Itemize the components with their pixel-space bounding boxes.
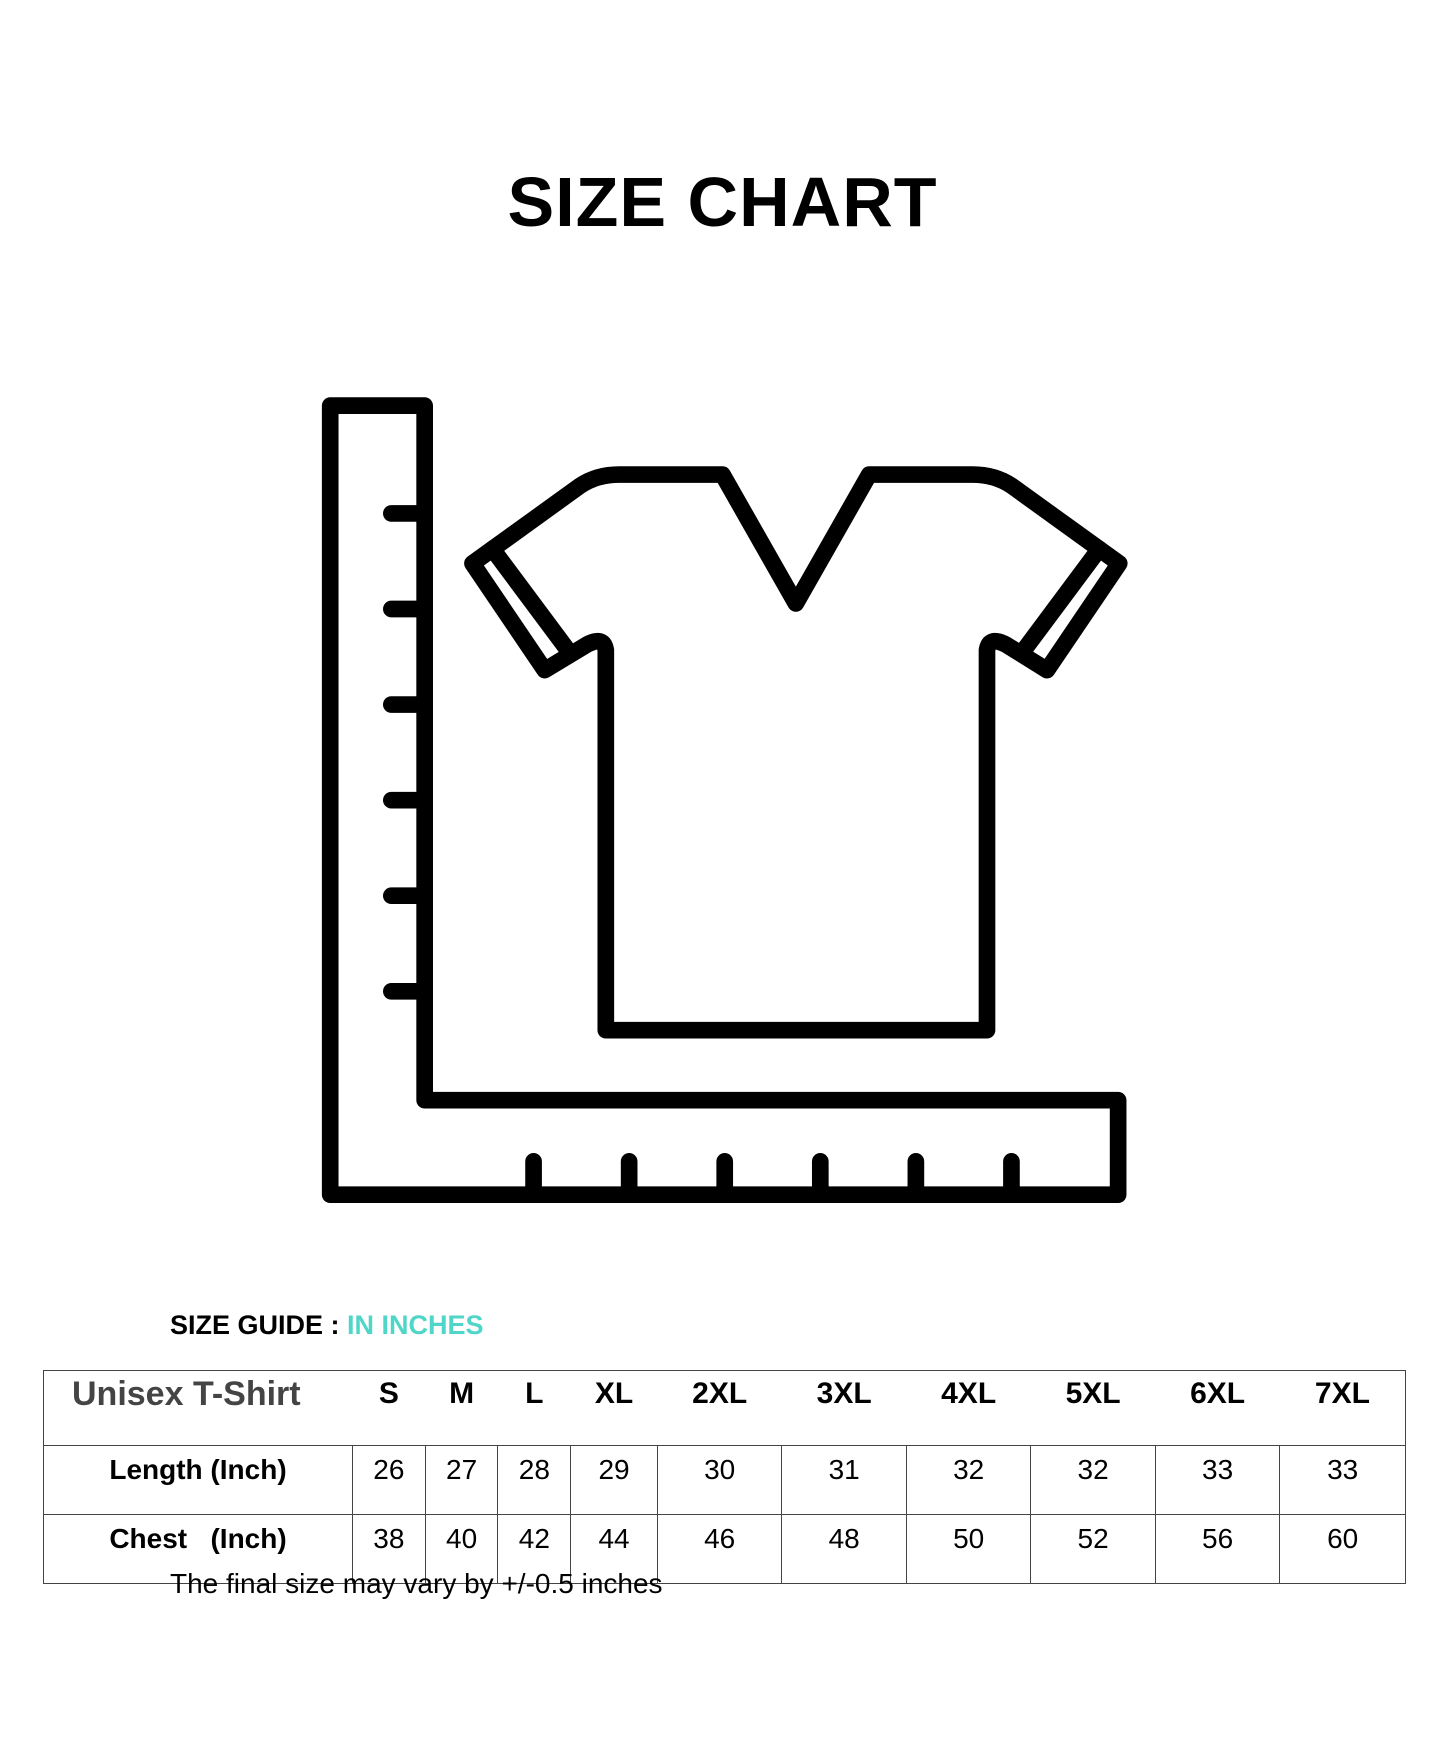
size-header: 7XL (1279, 1370, 1406, 1446)
table-cell: 50 (905, 1514, 1032, 1584)
table-cell: 32 (1030, 1445, 1156, 1515)
sleeve-band-right (1013, 540, 1108, 662)
table-cell: 31 (781, 1445, 907, 1515)
table-header-row: Unisex T-Shirt S M L XL 2XL 3XL 4XL 5XL 6XL 7XL (43, 1370, 1406, 1446)
tshirt-icon (464, 466, 1128, 1039)
guide-label: SIZE GUIDE : (170, 1310, 348, 1340)
guide-unit: IN INCHES (347, 1310, 484, 1340)
table-cell: 40 (424, 1514, 499, 1584)
page-title: SIZE CHART (507, 163, 938, 241)
table-header-title: Unisex T-Shirt (43, 1370, 353, 1446)
size-header: 6XL (1155, 1370, 1280, 1446)
ruler-icon (321, 397, 1127, 1204)
table-cell: 27 (424, 1445, 499, 1515)
table-cell: 52 (1030, 1514, 1156, 1584)
table-cell: 42 (497, 1514, 572, 1584)
ruler-ticks (382, 505, 1020, 1204)
table-cell: 38 (352, 1514, 426, 1584)
table-row: Chest (Inch) 38 40 42 44 46 48 50 52 56 60 (43, 1514, 1406, 1584)
table-cell: 33 (1154, 1445, 1281, 1515)
table-cell: 46 (656, 1514, 783, 1584)
size-guide-label: SIZE GUIDE : IN INCHES (170, 1310, 484, 1341)
size-header: 2XL (657, 1370, 782, 1446)
table-cell: 48 (781, 1514, 907, 1584)
sleeve-band-left (484, 540, 579, 662)
table-cell: 28 (497, 1445, 572, 1515)
table-row: Length (Inch) 26 27 28 29 30 31 32 32 33 33 (43, 1445, 1406, 1515)
size-header: 3XL (781, 1370, 907, 1446)
size-header: S (352, 1370, 426, 1446)
row-label: Chest (Inch) (43, 1514, 353, 1584)
table-cell: 60 (1279, 1514, 1406, 1584)
table-cell: 32 (905, 1445, 1032, 1515)
size-table: Unisex T-Shirt S M L XL 2XL 3XL 4XL 5XL 6XL 7XL L… (43, 1370, 1406, 1584)
table-cell: 56 (1154, 1514, 1281, 1584)
size-header: M (425, 1370, 498, 1446)
table-cell: 30 (656, 1445, 783, 1515)
size-header: 4XL (906, 1370, 1031, 1446)
row-label: Length (Inch) (43, 1445, 353, 1515)
table-cell: 44 (570, 1514, 658, 1584)
table-cell: 33 (1279, 1445, 1406, 1515)
size-note: The final size may vary by +/-0.5 inches (170, 1568, 663, 1599)
size-header: L (497, 1370, 571, 1446)
table-cell: 26 (352, 1445, 426, 1515)
table-cell: 29 (570, 1445, 658, 1515)
size-header: 5XL (1030, 1370, 1156, 1446)
size-header: XL (570, 1370, 658, 1446)
